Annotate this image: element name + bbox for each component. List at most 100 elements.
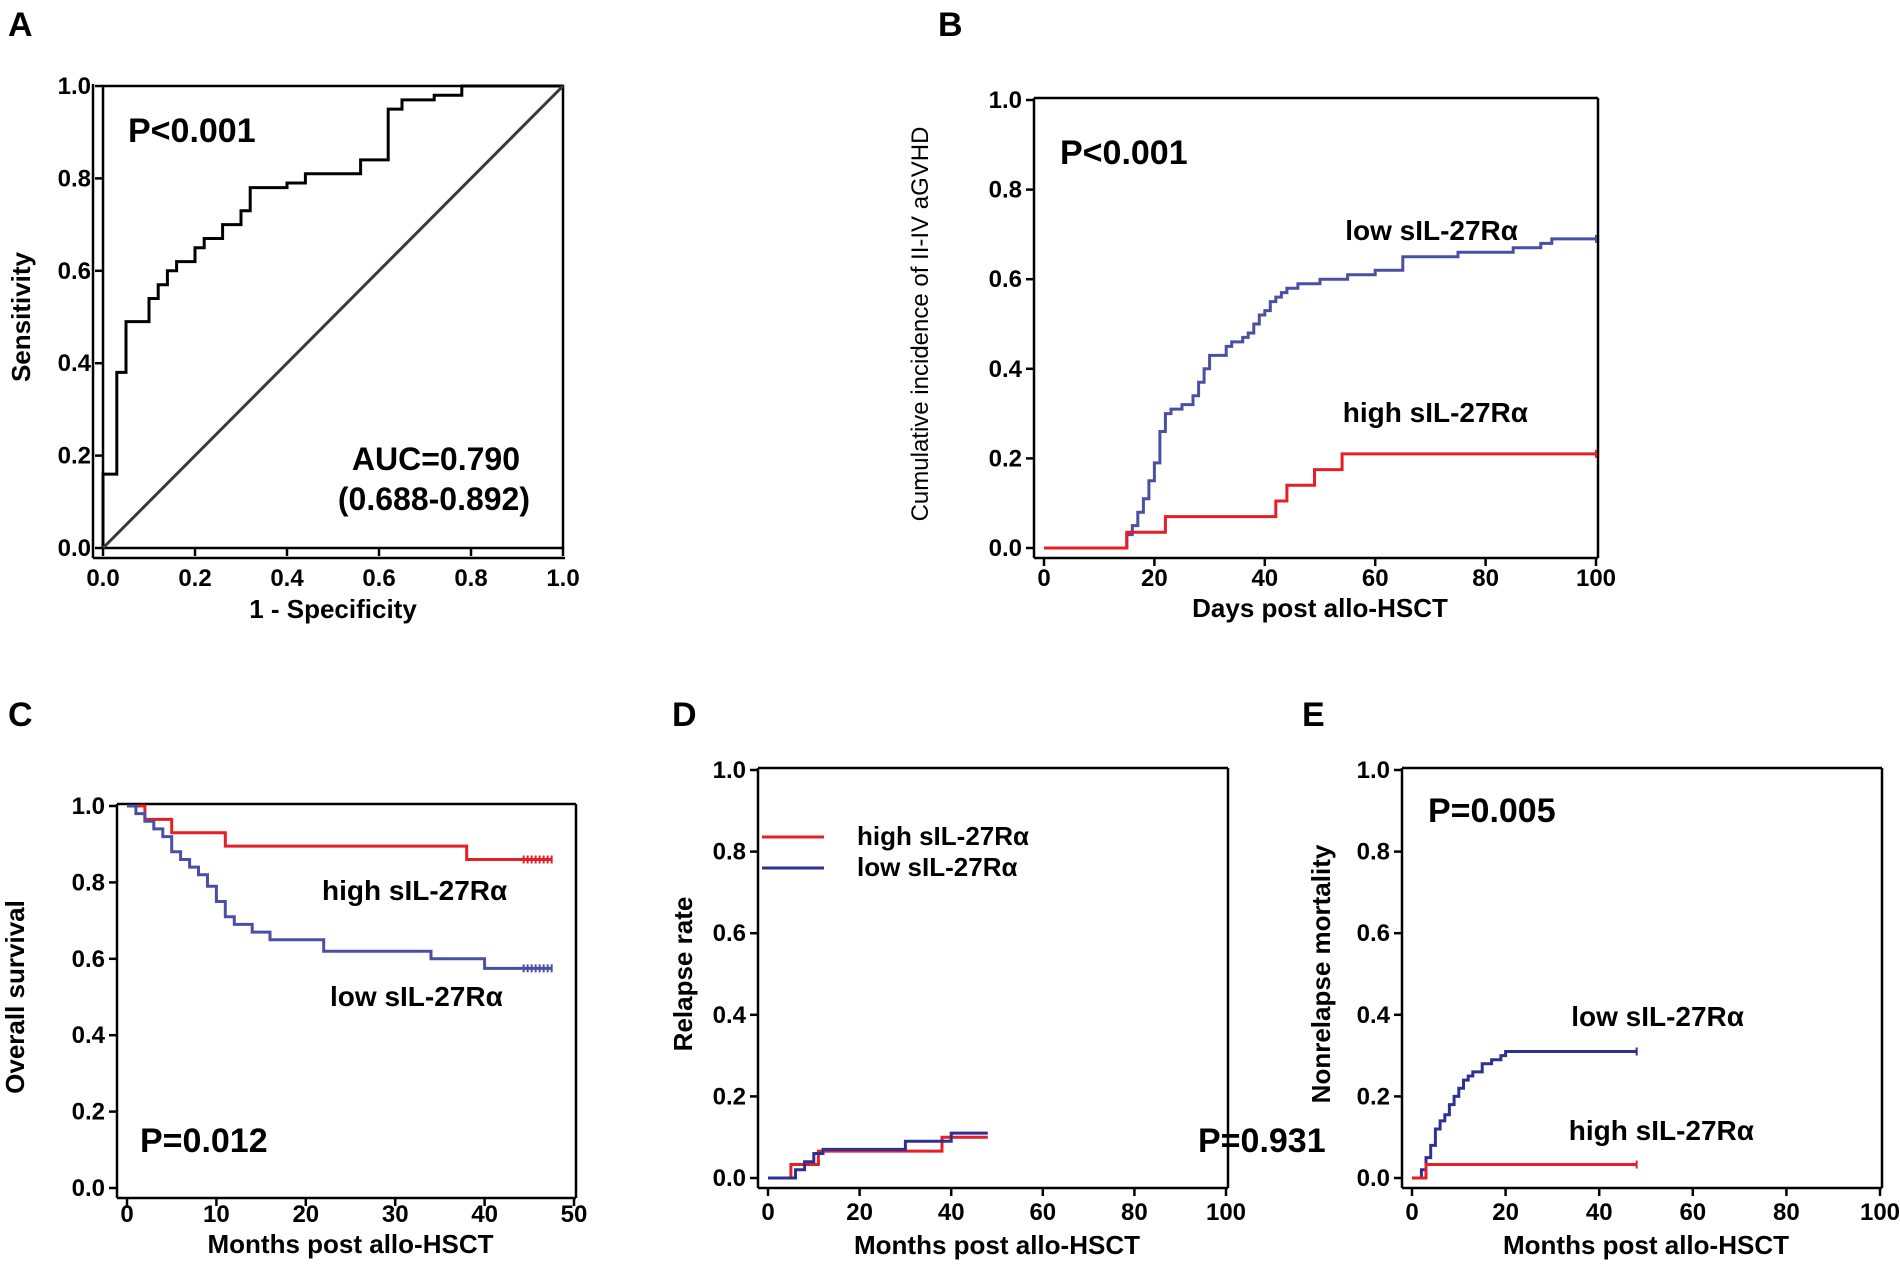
x-tick-label: 20 — [292, 1201, 319, 1228]
y-tick-label: 0.0 — [58, 535, 91, 562]
curve-label-e-high: high sIL-27Rα — [1569, 1115, 1754, 1146]
x-axis-label: Months post allo-HSCT — [1503, 1230, 1789, 1260]
y-tick-label: 0.6 — [58, 258, 91, 285]
x-tick-label: 0 — [1405, 1199, 1418, 1226]
x-tick-label: 40 — [938, 1199, 965, 1226]
x-tick-label: 0 — [120, 1201, 133, 1228]
panel-d-relapse-chart: 0.0 0.2 0.4 0.6 0.8 1.0 0 20 40 60 80 100 Months pos… — [668, 757, 1326, 1260]
x-tick-label: 40 — [471, 1201, 498, 1228]
auc-annotation: AUC=0.790 — [352, 441, 520, 477]
y-tick-label: 0.4 — [713, 1002, 747, 1029]
x-tick-label: 100 — [1576, 565, 1616, 592]
plot-frame — [101, 84, 565, 550]
x-tick-label: 60 — [1029, 1199, 1056, 1226]
panel-label-e: E — [1302, 696, 1325, 734]
p-value-annotation: P<0.001 — [128, 112, 256, 150]
y-tick-label: 1.0 — [58, 73, 91, 100]
x-tick-label: 0.4 — [270, 565, 304, 592]
series-line-high-sil-27r- — [127, 804, 552, 861]
x-axis-label: 1 - Specificity — [249, 594, 417, 624]
y-tick-label: 0.0 — [72, 1175, 105, 1202]
y-axis-label: Nonrelapse mortality — [1306, 844, 1336, 1103]
y-tick-label: 0.4 — [58, 350, 92, 377]
x-tick-label: 0.2 — [178, 565, 211, 592]
p-value-annotation: P=0.005 — [1428, 792, 1556, 830]
panel-label-a: A — [8, 6, 33, 44]
curve-label-c-low: low sIL-27Rα — [330, 981, 503, 1012]
panel-c-survival-chart: 0.0 0.2 0.4 0.6 0.8 1.0 0 10 20 30 40 50 Months post… — [0, 793, 587, 1259]
y-tick-label: 1.0 — [989, 87, 1022, 114]
panel-e-nrm-chart: 0.0 0.2 0.4 0.6 0.8 1.0 0 20 40 60 80 100 Months pos… — [1306, 757, 1900, 1260]
x-tick-label: 80 — [1121, 1199, 1148, 1226]
series-line-high-sil-27r- — [1412, 1163, 1637, 1180]
x-tick-label: 80 — [1773, 1199, 1800, 1226]
curve-label-c-high: high sIL-27Rα — [322, 875, 507, 906]
x-tick-label: 40 — [1251, 565, 1278, 592]
y-tick-label: 0.2 — [1357, 1083, 1390, 1110]
y-tick-label: 0.0 — [713, 1165, 746, 1192]
y-tick-label: 0.2 — [713, 1083, 746, 1110]
series-line-reference — [101, 84, 565, 550]
x-tick-label: 20 — [846, 1199, 873, 1226]
y-tick-label: 0.6 — [1357, 920, 1390, 947]
y-tick-label: 1.0 — [1357, 757, 1390, 784]
y-tick-label: 0.2 — [58, 443, 91, 470]
y-tick-label: 0.6 — [713, 920, 746, 947]
series-line-high-sil-27r- — [768, 1135, 988, 1180]
panel-b-agvhd-chart: 0.0 0.2 0.4 0.6 0.8 1.0 0 20 40 60 80 100 Days post … — [907, 87, 1616, 623]
x-axis-label: Months post allo-HSCT — [208, 1229, 494, 1259]
y-tick-label: 0.0 — [1357, 1165, 1390, 1192]
y-axis-label: Sensitivity — [6, 251, 36, 382]
y-axis-label: Overall survival — [0, 900, 30, 1094]
y-tick-label: 0.8 — [989, 177, 1022, 204]
series-line-low-sil-27r- — [768, 1131, 988, 1180]
y-tick-label: 0.8 — [58, 165, 91, 192]
x-tick-label: 40 — [1586, 1199, 1613, 1226]
series-line-low-sil-27r- — [1044, 237, 1596, 550]
y-tick-label: 0.8 — [1357, 839, 1390, 866]
x-tick-label: 20 — [1492, 1199, 1519, 1226]
x-tick-label: 1.0 — [546, 565, 579, 592]
p-value-annotation: P=0.931 — [1198, 1122, 1326, 1160]
legend-label: low sIL-27Rα — [857, 852, 1017, 882]
x-tick-label: 30 — [382, 1201, 409, 1228]
x-tick-label: 100 — [1206, 1199, 1246, 1226]
series-line-high-sil-27r- — [1044, 452, 1596, 550]
x-axis-label: Months post allo-HSCT — [854, 1230, 1140, 1260]
curve-label-b-high: high sIL-27Rα — [1343, 397, 1528, 428]
y-tick-label: 0.4 — [72, 1022, 106, 1049]
x-tick-label: 80 — [1472, 565, 1499, 592]
x-tick-label: 10 — [203, 1201, 230, 1228]
panel-label-d: D — [672, 696, 697, 734]
x-tick-label: 0.8 — [454, 565, 487, 592]
y-tick-label: 0.4 — [1357, 1002, 1391, 1029]
x-tick-label: 100 — [1860, 1199, 1900, 1226]
x-tick-label: 60 — [1362, 565, 1389, 592]
series-line-low-sil-27r- — [127, 804, 552, 970]
panel-label-c: C — [8, 696, 33, 734]
y-tick-label: 0.6 — [989, 266, 1022, 293]
y-tick-label: 1.0 — [713, 757, 746, 784]
panel-a-roc-chart: 0.0 0.2 0.4 0.6 0.8 1.0 0.0 0.2 0.4 0.6 0.8 1.0 1 - … — [6, 73, 580, 624]
y-tick-label: 0.2 — [989, 445, 1022, 472]
y-tick-label: 0.8 — [72, 869, 105, 896]
series-line-low-sil-27r- — [1412, 1050, 1637, 1180]
auc-ci-annotation: (0.688-0.892) — [338, 481, 530, 517]
p-value-annotation: P<0.001 — [1060, 134, 1188, 172]
x-tick-label: 50 — [561, 1201, 588, 1228]
y-tick-label: 0.2 — [72, 1099, 105, 1126]
x-tick-label: 0 — [1037, 565, 1050, 592]
y-tick-label: 0.8 — [713, 839, 746, 866]
x-tick-label: 0 — [761, 1199, 774, 1226]
x-axis-label: Days post allo-HSCT — [1192, 593, 1448, 623]
x-tick-label: 0.6 — [362, 565, 395, 592]
curve-label-e-low: low sIL-27Rα — [1571, 1001, 1744, 1032]
x-tick-label: 20 — [1141, 565, 1168, 592]
series-line-roc — [101, 84, 563, 548]
p-value-annotation: P=0.012 — [140, 1122, 268, 1160]
y-tick-label: 0.0 — [989, 535, 1022, 562]
curve-label-b-low: low sIL-27Rα — [1345, 215, 1518, 246]
y-tick-label: 0.6 — [72, 946, 105, 973]
legend-label: high sIL-27Rα — [857, 821, 1029, 851]
